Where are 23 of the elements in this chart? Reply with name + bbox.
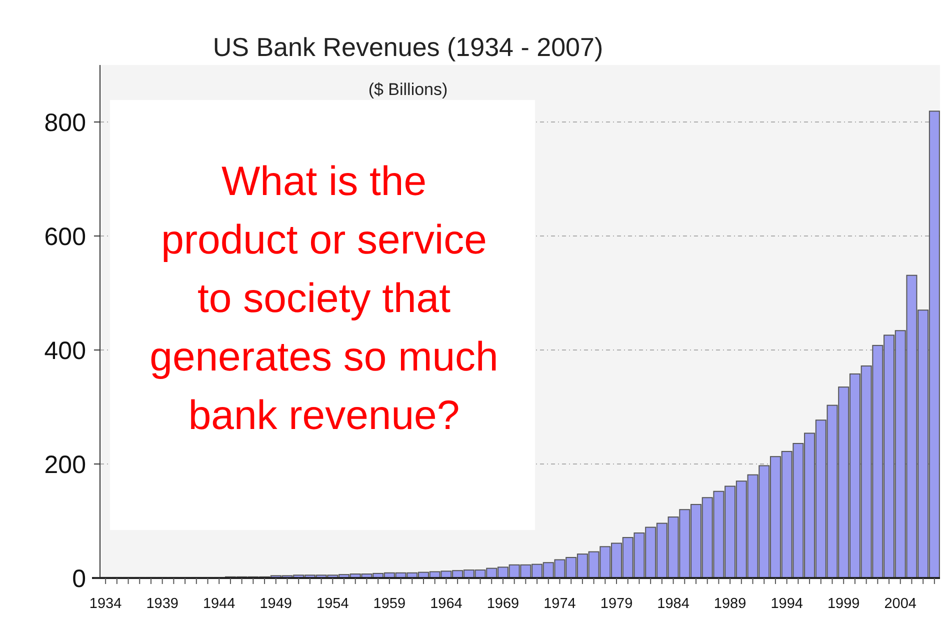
text: ($ Billions) <box>368 80 448 99</box>
x-tick-label: 1939 <box>146 596 178 612</box>
y-tick-label: 0 <box>72 564 86 593</box>
x-tick-label: 1934 <box>89 596 122 612</box>
y-tick-label: 200 <box>44 450 86 479</box>
x-tick-label: 1994 <box>770 596 803 612</box>
x-tick-label: 1954 <box>316 596 349 612</box>
x-tick-label: 1989 <box>714 596 746 612</box>
chart-title: US Bank Revenues (1934 - 2007) <box>212 32 604 62</box>
y-tick-label: 400 <box>44 336 86 365</box>
x-tick-label: 1984 <box>657 596 690 612</box>
y-tick-label: 800 <box>44 108 86 137</box>
x-tick-label: 1979 <box>600 596 633 612</box>
x-tick-label: 1974 <box>544 596 576 612</box>
x-tick-label: 1964 <box>430 596 462 612</box>
x-tick-label: 1969 <box>486 596 520 612</box>
x-tick-label: 2004 <box>884 596 917 612</box>
x-tick-label: 1949 <box>260 596 292 612</box>
annotation: What is the product or service to society that generates so much bank revenue? <box>150 158 498 438</box>
y-tick-label: 600 <box>44 222 86 251</box>
x-tick-label: 1944 <box>202 596 236 612</box>
x-tick-label: 1959 <box>373 596 406 612</box>
x-tick-label: 1999 <box>827 596 860 612</box>
